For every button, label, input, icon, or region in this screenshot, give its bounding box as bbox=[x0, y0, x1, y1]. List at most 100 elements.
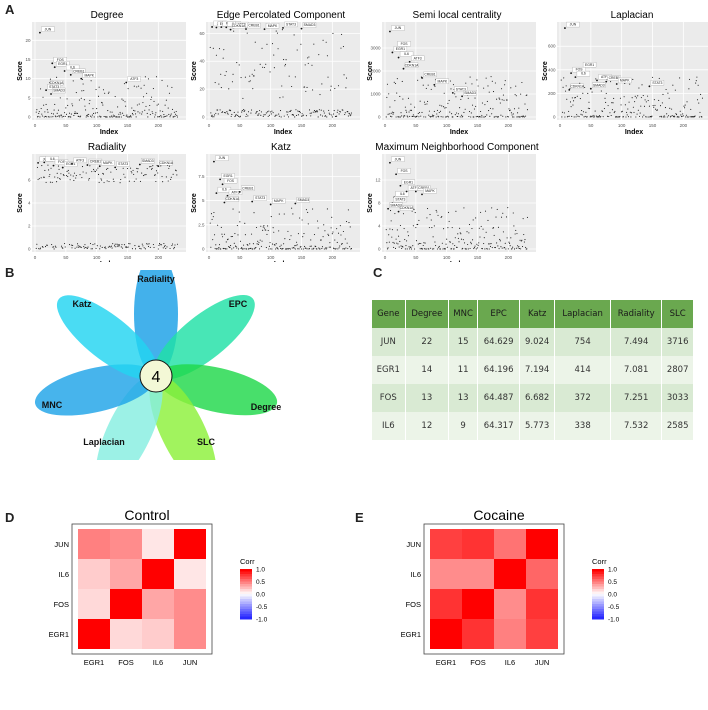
data-point bbox=[75, 177, 77, 179]
data-point bbox=[584, 115, 586, 117]
data-point bbox=[474, 245, 476, 247]
data-point bbox=[291, 247, 293, 249]
y-tick-label: 1000 bbox=[370, 92, 381, 97]
data-point bbox=[395, 238, 397, 240]
data-point bbox=[261, 240, 263, 242]
data-point bbox=[330, 85, 332, 87]
data-point bbox=[338, 247, 340, 249]
data-point bbox=[91, 116, 93, 118]
data-point bbox=[282, 96, 284, 98]
gene-label-box bbox=[101, 160, 115, 166]
data-point bbox=[589, 107, 591, 110]
table-header-cell: Radiality bbox=[610, 300, 663, 328]
data-point bbox=[235, 246, 237, 248]
data-point bbox=[587, 92, 589, 95]
data-point bbox=[391, 111, 393, 113]
data-point bbox=[336, 115, 338, 117]
x-axis-label: Index bbox=[274, 129, 292, 136]
data-point bbox=[239, 240, 241, 242]
data-point bbox=[36, 166, 39, 168]
heatmap-cell bbox=[78, 589, 110, 619]
data-point bbox=[45, 103, 47, 105]
data-point bbox=[503, 99, 505, 101]
gene-label: SMAD3 bbox=[142, 159, 154, 163]
data-point bbox=[64, 243, 66, 245]
heatmap-cell bbox=[430, 589, 462, 619]
data-point bbox=[565, 85, 567, 87]
data-point bbox=[283, 59, 285, 61]
gene-label-box bbox=[296, 197, 310, 203]
data-point bbox=[88, 179, 90, 181]
top-gene-point bbox=[220, 26, 223, 28]
data-point bbox=[138, 85, 140, 87]
data-point bbox=[349, 113, 351, 115]
data-point bbox=[59, 178, 61, 180]
data-point bbox=[396, 242, 398, 244]
data-point bbox=[141, 172, 143, 174]
heatmap-cell bbox=[462, 619, 494, 649]
data-point bbox=[150, 98, 152, 101]
data-point bbox=[337, 109, 339, 111]
data-point bbox=[436, 109, 438, 111]
data-point bbox=[271, 248, 273, 250]
data-point bbox=[410, 109, 413, 111]
data-point bbox=[96, 108, 98, 110]
table-cell: 338 bbox=[554, 412, 612, 440]
data-point bbox=[292, 213, 294, 215]
data-point bbox=[658, 77, 660, 79]
top-gene-point bbox=[570, 72, 572, 75]
data-point bbox=[118, 244, 121, 246]
data-point bbox=[112, 116, 114, 118]
data-point bbox=[655, 108, 657, 110]
x-tick-label: 150 bbox=[474, 255, 482, 260]
data-point bbox=[325, 247, 327, 249]
gene-label: CDKN1A bbox=[232, 24, 246, 28]
data-point bbox=[50, 116, 52, 118]
data-point bbox=[165, 99, 167, 101]
data-point bbox=[323, 224, 325, 226]
heatmap-cell bbox=[142, 589, 174, 619]
heatmap-cell bbox=[526, 589, 558, 619]
data-point bbox=[423, 116, 425, 118]
data-point bbox=[72, 244, 74, 247]
data-point bbox=[57, 165, 59, 167]
data-point bbox=[325, 248, 327, 250]
data-point bbox=[236, 247, 238, 249]
data-point bbox=[667, 92, 669, 94]
gene-label-box bbox=[404, 62, 419, 68]
data-point bbox=[40, 247, 42, 249]
data-point bbox=[41, 245, 43, 248]
data-point bbox=[400, 112, 402, 114]
data-point bbox=[389, 228, 391, 230]
gene-label-box bbox=[566, 21, 580, 28]
x-tick-label: 0 bbox=[384, 123, 387, 128]
data-point bbox=[309, 112, 311, 114]
data-point bbox=[404, 115, 406, 117]
data-point bbox=[142, 102, 144, 104]
data-point bbox=[426, 217, 428, 219]
data-point bbox=[275, 30, 277, 32]
data-point bbox=[312, 208, 314, 210]
legend-color-step bbox=[592, 581, 604, 585]
table-cell: 7.251 bbox=[610, 384, 663, 412]
data-point bbox=[513, 248, 516, 250]
data-point bbox=[273, 67, 275, 69]
data-point bbox=[488, 91, 490, 93]
data-point bbox=[253, 212, 255, 214]
data-point bbox=[633, 111, 635, 113]
gene-label: FOS bbox=[227, 179, 235, 183]
heatmap-cell bbox=[142, 559, 174, 589]
data-point bbox=[157, 248, 159, 250]
data-point bbox=[267, 111, 269, 113]
data-point bbox=[299, 217, 301, 219]
data-point bbox=[486, 248, 488, 250]
data-point bbox=[218, 48, 221, 50]
data-point bbox=[122, 99, 124, 101]
gene-label-box bbox=[223, 178, 238, 184]
data-point bbox=[134, 110, 136, 112]
data-point bbox=[410, 248, 413, 250]
data-point bbox=[252, 248, 254, 250]
table-cell: 6.682 bbox=[519, 384, 556, 412]
data-point bbox=[274, 244, 276, 246]
data-point bbox=[176, 243, 178, 245]
